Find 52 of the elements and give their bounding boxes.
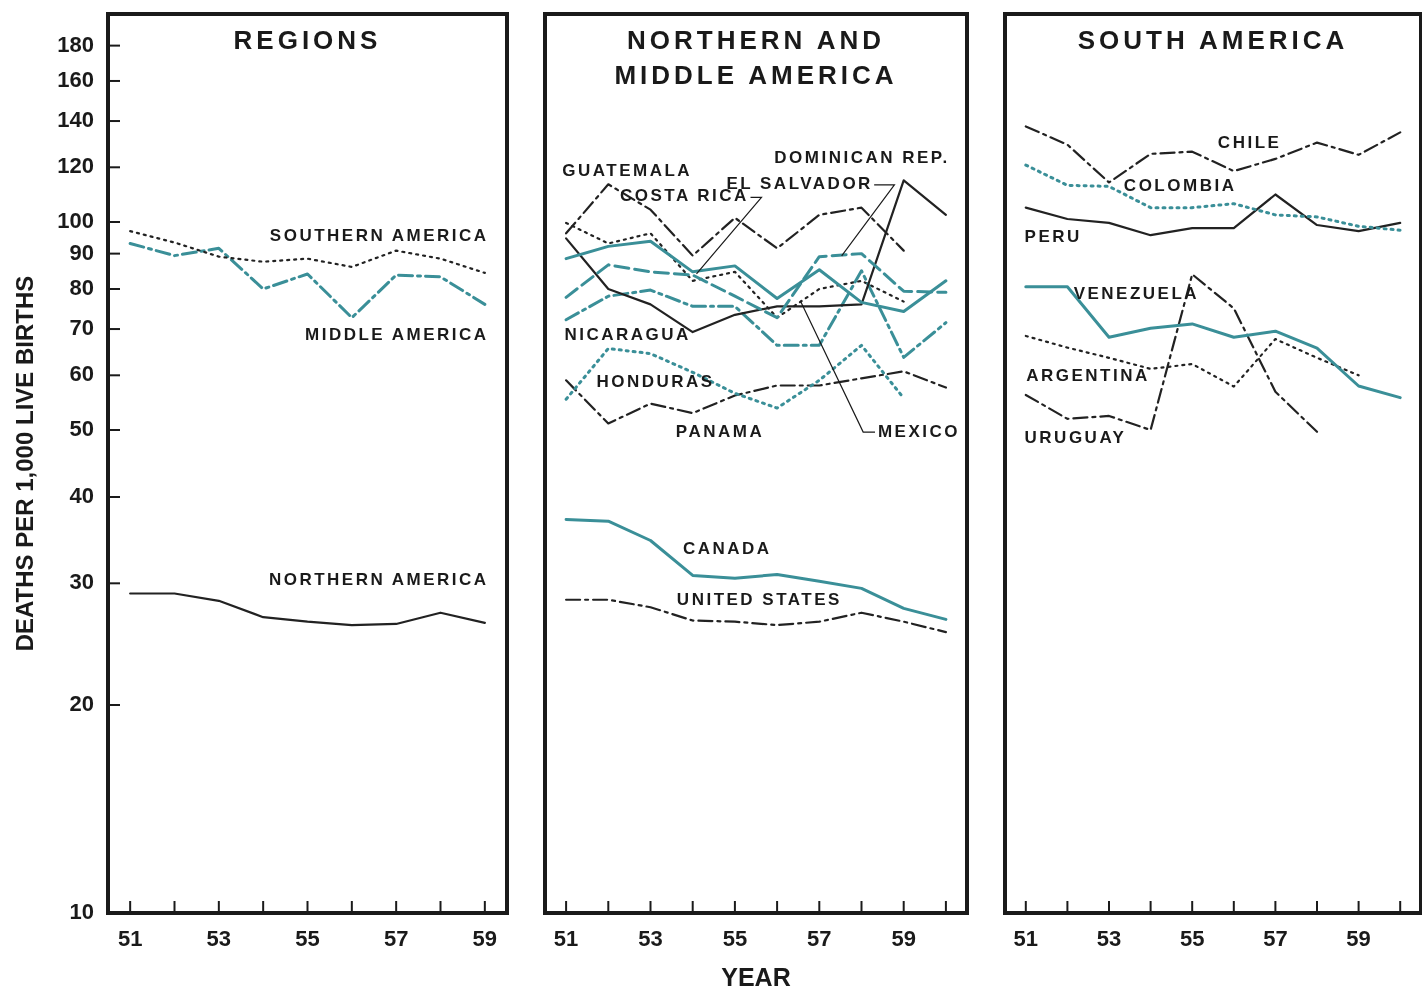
x-axis-title: YEAR <box>721 962 791 991</box>
x-tick-label: 57 <box>1263 926 1288 952</box>
x-tick-label: 55 <box>722 926 748 952</box>
x-tick-label: 59 <box>472 926 498 952</box>
x-tick-label: 51 <box>1013 926 1039 952</box>
series-label: ARGENTINA <box>1026 365 1150 385</box>
line-series <box>129 230 486 275</box>
series-label: SOUTHERN AMERICA <box>269 225 489 245</box>
series-label: CANADA <box>682 539 772 559</box>
series-label: HONDURAS <box>596 372 715 392</box>
x-tick-label: 51 <box>117 926 143 952</box>
x-tick-label: 51 <box>553 926 579 952</box>
text: SOUTH AMERICA <box>1077 25 1349 56</box>
text: DOMINICAN REP. <box>774 147 950 167</box>
y-tick-label: 100 <box>57 208 94 234</box>
y-tick-label: 120 <box>57 153 94 179</box>
text: NORTHERN AND MIDDLE AMERICA <box>614 25 898 91</box>
y-tick-label: 80 <box>69 275 94 301</box>
y-tick-label: 90 <box>69 239 94 265</box>
series-label: PERU <box>1024 226 1082 246</box>
line-series <box>128 241 487 320</box>
y-axis-title: DEATHS PER 1,000 LIVE BIRTHS <box>11 275 39 652</box>
y-tick-label: 10 <box>69 899 94 925</box>
y-tick-label: 160 <box>57 67 94 93</box>
x-tick-label: 53 <box>638 926 663 952</box>
series-label: URUGUAY <box>1024 428 1127 448</box>
y-tick-label: 20 <box>69 691 94 717</box>
y-tick-label: 70 <box>69 315 94 341</box>
y-tick-label: 50 <box>69 416 94 442</box>
x-tick-label: 53 <box>206 926 232 952</box>
series-label: UNITED STATES <box>676 589 842 609</box>
x-tick-label: 55 <box>295 926 320 952</box>
text: REGIONS <box>233 25 382 56</box>
x-tick-label: 57 <box>383 926 409 952</box>
x-tick-label: 57 <box>807 926 832 952</box>
series-label: NICARAGUA <box>564 324 691 344</box>
x-tick-label: 55 <box>1179 926 1205 952</box>
series-label: GUATEMALA <box>562 161 693 181</box>
y-tick-label: 30 <box>69 569 94 595</box>
text: MEXICO <box>877 421 961 441</box>
series-label: CHILE <box>1217 133 1282 153</box>
series-label: MIDDLE AMERICA <box>305 324 489 344</box>
x-tick-label: 59 <box>891 926 916 952</box>
y-tick-label: 180 <box>57 31 94 57</box>
x-tick-label: 53 <box>1096 926 1122 952</box>
series-label: PANAMA <box>675 421 765 441</box>
x-tick-label: 59 <box>1346 926 1371 952</box>
y-tick-label: 140 <box>57 107 94 133</box>
y-tick-label: 60 <box>69 361 94 387</box>
series-label: NORTHERN AMERICA <box>268 570 489 590</box>
series-label: COLOMBIA <box>1123 176 1237 196</box>
y-tick-label: 40 <box>69 483 94 509</box>
